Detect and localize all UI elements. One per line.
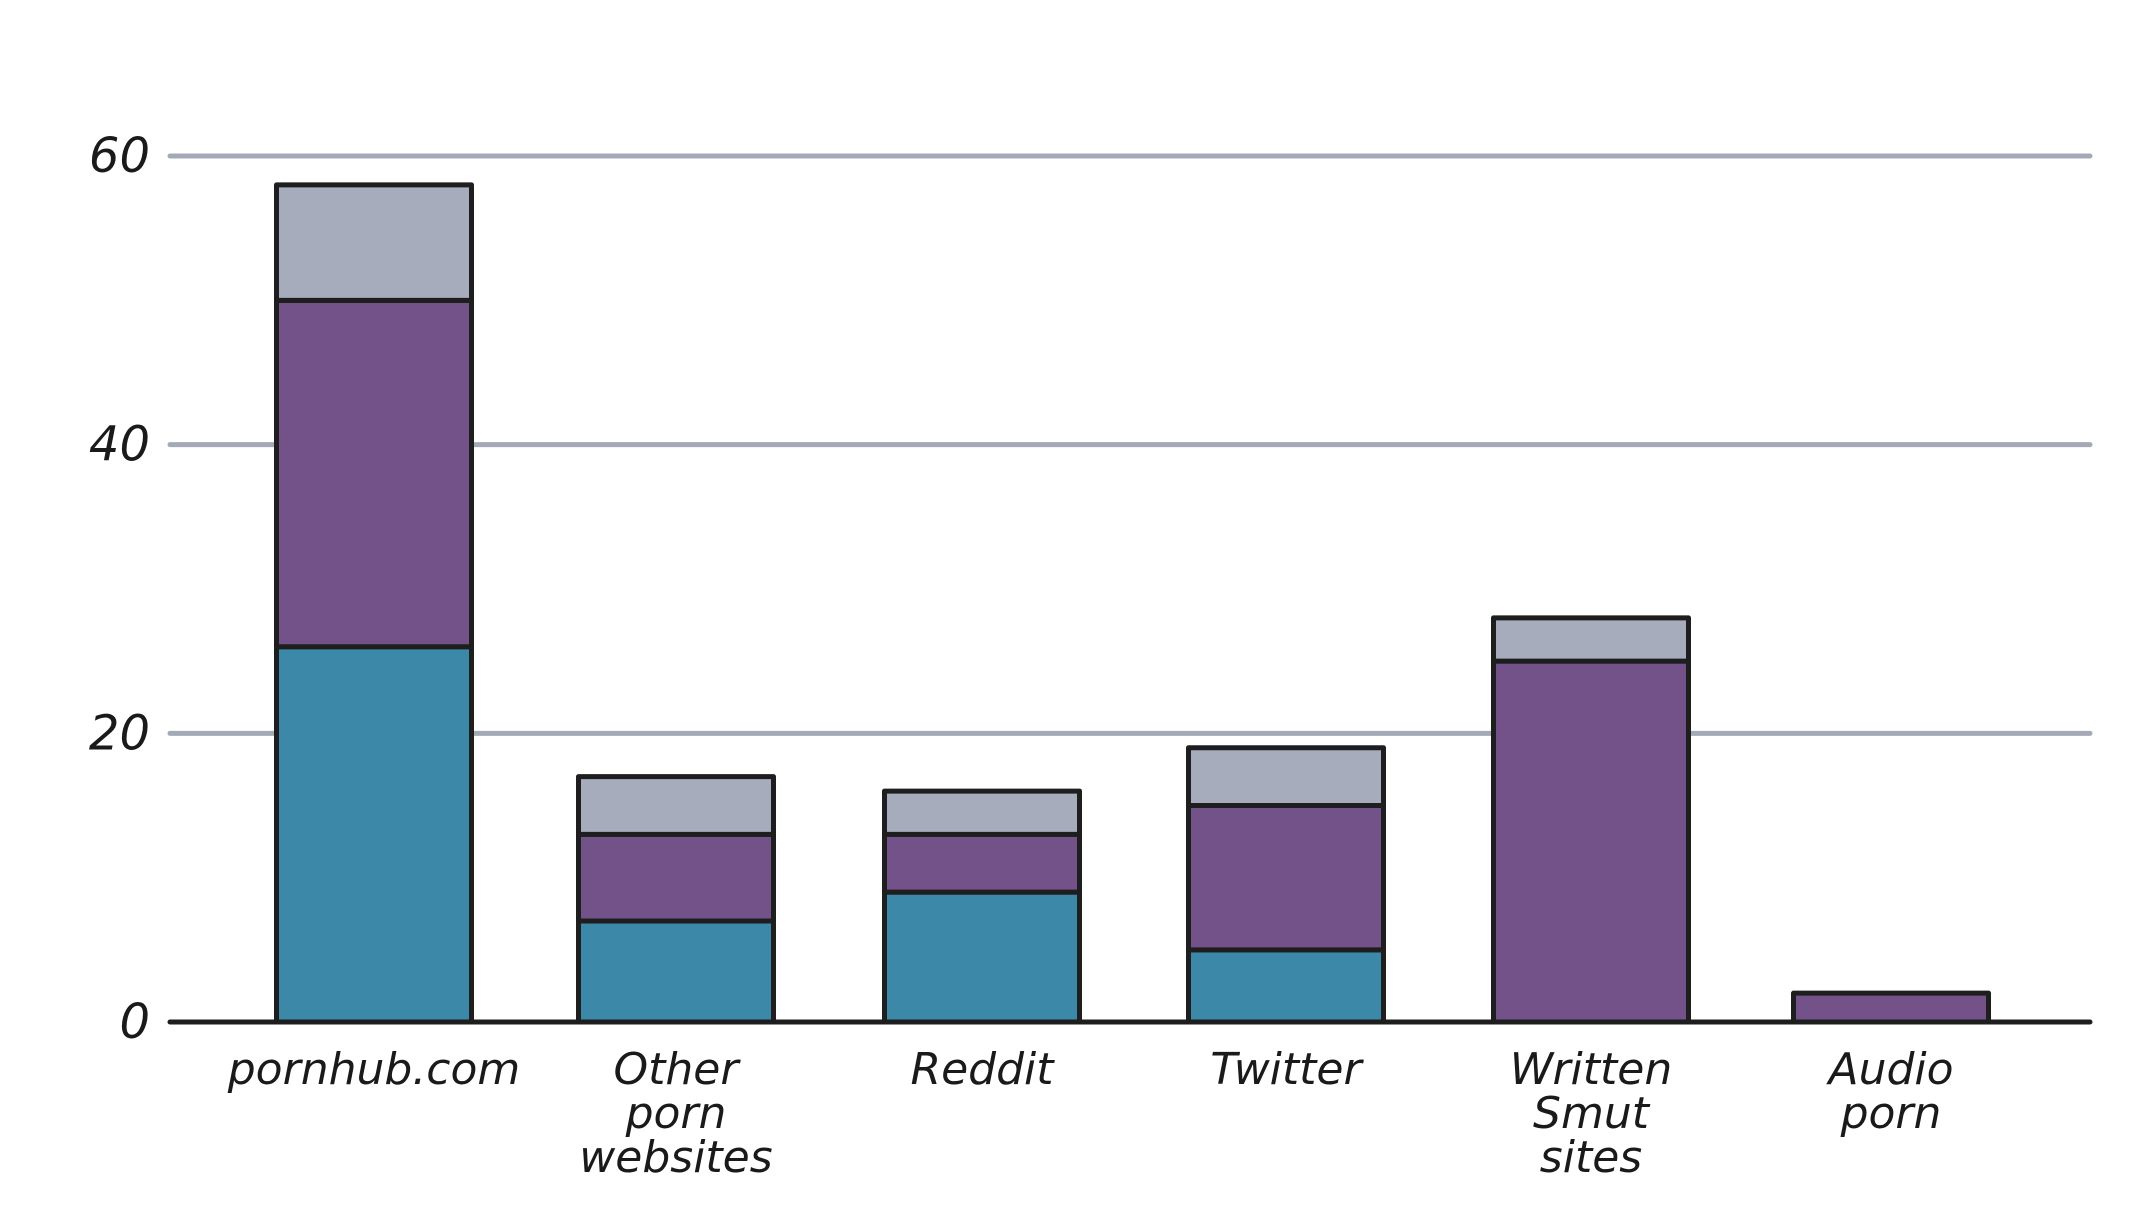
bar-segment [1186, 803, 1386, 953]
x-category-label: Reddit [911, 1044, 1056, 1095]
x-category-label-line: Reddit [911, 1044, 1056, 1095]
bar-segment [1491, 658, 1691, 1025]
y-tick-label: 0 [119, 994, 150, 1050]
bar-segment [576, 831, 776, 924]
x-category-label-line: Audio [1825, 1044, 1953, 1095]
x-category-label-line: porn [1840, 1088, 1942, 1139]
bar-segment [882, 831, 1082, 895]
bar-segment [882, 889, 1082, 1025]
bar-segment [274, 182, 474, 303]
bar-segment [1491, 615, 1691, 664]
x-category-label-line: Written [1510, 1044, 1673, 1095]
x-category-label: pornhub.com [227, 1044, 521, 1095]
x-category-label-line: sites [1540, 1132, 1642, 1183]
bar-segment [1186, 745, 1386, 808]
x-category-label: Written Smut sites [1510, 1044, 1673, 1183]
bar-segment [1791, 990, 1991, 1025]
x-category-label: Audio porn [1825, 1044, 1953, 1139]
bar-segment [1186, 947, 1386, 1025]
x-category-label: Twitter [1210, 1044, 1364, 1095]
x-category-label-line: Other [614, 1044, 742, 1095]
bar-segment [274, 297, 474, 650]
gridlines [167, 153, 2093, 736]
bar-segment [576, 918, 776, 1025]
x-category-label: Other porn websites [579, 1044, 772, 1183]
bar-segment [274, 644, 474, 1025]
bar-segment [576, 774, 776, 837]
y-tick-label: 60 [89, 128, 150, 184]
x-category-label-line: websites [579, 1132, 772, 1183]
x-category-label-line: pornhub.com [227, 1044, 521, 1095]
bar-segment [882, 788, 1082, 837]
y-tick-label: 40 [89, 417, 150, 473]
x-category-label-line: Twitter [1210, 1044, 1364, 1095]
y-tick-label: 20 [89, 705, 150, 761]
x-category-label-line: Smut [1533, 1088, 1651, 1139]
x-category-label-line: porn [625, 1088, 727, 1139]
bars [274, 182, 1991, 1025]
